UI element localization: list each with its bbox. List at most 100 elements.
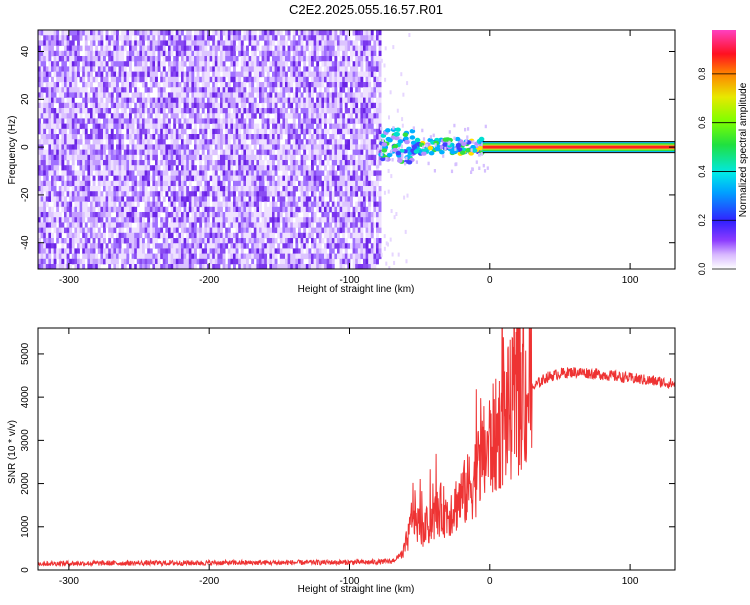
heatmap-cell (350, 222, 353, 228)
heatmap-cell (269, 35, 273, 41)
heatmap-cell (207, 50, 210, 57)
heatmap-cell (181, 144, 184, 150)
heatmap-cell (92, 76, 96, 83)
heatmap-cell (204, 227, 208, 234)
heatmap-cell (259, 175, 262, 182)
heatmap-cell (300, 253, 304, 260)
heatmap-cell (212, 61, 216, 67)
heatmap-cell (168, 186, 171, 192)
heatmap-cell (61, 206, 65, 213)
heatmap-cell (43, 139, 47, 145)
heatmap-cell (212, 175, 216, 182)
heatmap-cell (139, 160, 143, 166)
heatmap-cell (178, 212, 182, 218)
heatmap-cell (204, 160, 208, 166)
heatmap-cell (253, 217, 257, 223)
heatmap-cell (136, 139, 140, 145)
heatmap-cell (357, 243, 361, 249)
heatmap-cell (264, 144, 268, 150)
heatmap-cell (285, 154, 288, 161)
heatmap-cell (38, 35, 41, 41)
heatmap-cell (212, 76, 216, 83)
heatmap-cell (337, 149, 340, 156)
heatmap-cell (285, 76, 288, 83)
heatmap-cell (100, 71, 104, 78)
heatmap-cell (168, 134, 171, 140)
heatmap-cell (209, 238, 213, 244)
heatmap-cell (238, 123, 242, 130)
heatmap-cell (90, 232, 93, 239)
heatmap-cell (311, 50, 314, 57)
heatmap-cell (201, 82, 205, 88)
heatmap-cell (66, 134, 70, 140)
heatmap-cell (56, 56, 60, 62)
heatmap-cell (329, 134, 333, 140)
heatmap-cell (147, 144, 151, 150)
heatmap-cell (316, 243, 320, 249)
heatmap-cell (285, 118, 288, 124)
heatmap-cell (139, 139, 143, 145)
heatmap-cell (201, 56, 205, 62)
heatmap-cell (48, 170, 52, 176)
heatmap-cell (149, 186, 153, 192)
heatmap-cell (155, 149, 158, 156)
heatmap-cell (357, 30, 361, 36)
heatmap-cell (337, 128, 340, 135)
heatmap-cell (347, 222, 351, 228)
heatmap-cell (181, 264, 184, 269)
heatmap-cell (113, 87, 117, 93)
heatmap-cell (66, 238, 70, 244)
heatmap-cell (352, 248, 356, 254)
heatmap-cell (186, 196, 190, 202)
heatmap-cell (272, 66, 275, 72)
heatmap-cell (212, 238, 216, 244)
heatmap-cell (246, 35, 249, 41)
heatmap-cell (251, 212, 255, 218)
heatmap-cell (264, 170, 268, 176)
heatmap-cell (233, 134, 236, 140)
heatmap-cell (240, 243, 244, 249)
heatmap-cell (69, 61, 73, 67)
heatmap-cell (149, 238, 153, 244)
heatmap-cell (53, 180, 57, 187)
heatmap-cell (157, 165, 161, 171)
heatmap-cell (222, 118, 226, 124)
heatmap-cell (337, 191, 340, 197)
heatmap-cell (134, 128, 138, 135)
heatmap-cell (225, 175, 229, 182)
heatmap-cell (305, 217, 309, 223)
heatmap-cell (233, 180, 236, 187)
heatmap-cell (64, 113, 67, 119)
heatmap-cell (108, 222, 112, 228)
heatmap-cell (71, 35, 75, 41)
heatmap-cell (92, 139, 96, 145)
heatmap-cell (97, 108, 101, 114)
heatmap-cell (126, 50, 130, 57)
heatmap-cell (121, 144, 125, 150)
heatmap-cell (199, 175, 203, 182)
heatmap-cell (214, 206, 218, 213)
heatmap-cell (240, 149, 244, 156)
heatmap-cell (118, 191, 122, 197)
heatmap-cell (152, 128, 156, 135)
heatmap-cell (347, 108, 351, 114)
heatmap-cell (160, 160, 164, 166)
heatmap-cell (48, 92, 52, 98)
heatmap-cell (144, 258, 148, 265)
heatmap-cell (204, 191, 208, 197)
heatmap-cell (339, 113, 343, 119)
heatmap-cell (238, 196, 242, 202)
heatmap-cell (183, 253, 187, 260)
heatmap-cell (64, 71, 67, 78)
heatmap-cell (279, 71, 283, 78)
heatmap-cell (246, 128, 249, 135)
heatmap-cell (183, 258, 187, 265)
heatmap-cell (357, 149, 361, 156)
heatmap-cell (251, 191, 255, 197)
heatmap-cell (186, 144, 190, 150)
heatmap-cell (259, 165, 262, 171)
heatmap-cell (282, 243, 286, 249)
heatmap-cell (295, 196, 299, 202)
heatmap-cell (186, 191, 190, 197)
heatmap-cell (139, 108, 143, 114)
